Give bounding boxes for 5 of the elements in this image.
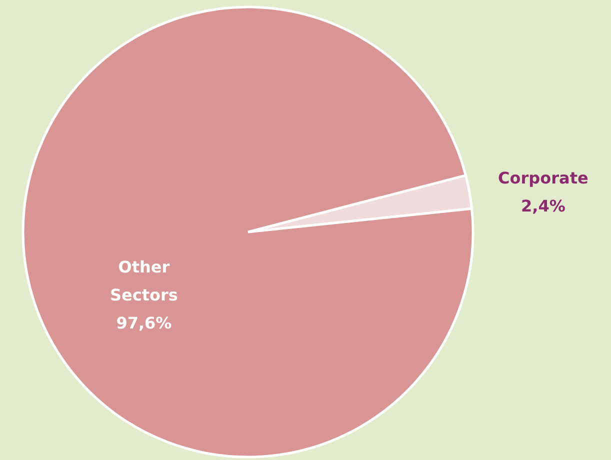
slice-label: Corporate — [498, 168, 588, 188]
slice-label: Other Sectors — [110, 258, 178, 305]
data-label: 2,4% — [521, 196, 566, 216]
data-label: 97,6% — [116, 314, 172, 333]
pie-slice — [22, 6, 474, 458]
